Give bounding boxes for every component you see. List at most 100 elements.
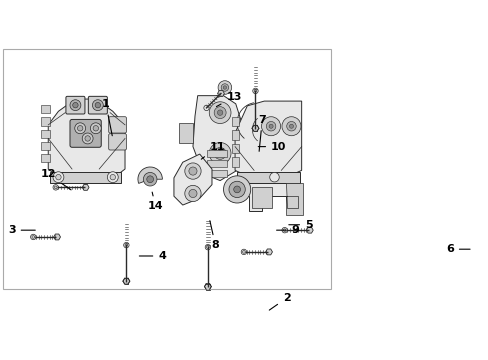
Polygon shape [265, 249, 272, 255]
Circle shape [268, 124, 273, 128]
Text: 1: 1 [102, 99, 112, 136]
Polygon shape [204, 284, 211, 289]
Polygon shape [193, 96, 244, 181]
Polygon shape [174, 154, 212, 205]
Text: 5: 5 [288, 220, 312, 230]
Text: 4: 4 [139, 251, 166, 261]
Bar [41, 130, 49, 138]
Circle shape [233, 186, 240, 193]
Bar [50, 172, 121, 183]
Text: 11: 11 [201, 142, 224, 159]
Circle shape [223, 176, 250, 203]
Text: 8: 8 [209, 221, 219, 250]
Bar [232, 144, 239, 153]
Circle shape [70, 100, 81, 111]
Circle shape [286, 121, 296, 131]
Circle shape [283, 229, 285, 231]
Text: 12: 12 [41, 170, 71, 190]
Circle shape [205, 244, 210, 250]
Circle shape [282, 228, 287, 233]
Polygon shape [306, 227, 313, 233]
FancyBboxPatch shape [108, 117, 126, 133]
Circle shape [228, 181, 245, 198]
Bar [206, 170, 226, 177]
Circle shape [209, 102, 230, 123]
Circle shape [241, 249, 246, 255]
Bar [251, 187, 272, 208]
Text: 2: 2 [269, 293, 290, 310]
Circle shape [110, 175, 115, 180]
Bar [41, 142, 49, 150]
Polygon shape [228, 183, 298, 211]
Polygon shape [48, 99, 125, 176]
Text: 9: 9 [276, 225, 299, 235]
Circle shape [93, 126, 98, 131]
Circle shape [223, 86, 226, 89]
FancyBboxPatch shape [66, 96, 85, 114]
Circle shape [252, 88, 258, 94]
Polygon shape [251, 125, 258, 131]
Circle shape [217, 151, 223, 156]
Circle shape [146, 176, 153, 183]
Circle shape [206, 246, 209, 248]
Circle shape [221, 84, 228, 91]
Bar [232, 157, 239, 167]
Text: 10: 10 [258, 141, 286, 152]
Circle shape [125, 244, 127, 247]
Bar [232, 130, 239, 140]
Text: 13: 13 [216, 92, 241, 107]
Circle shape [254, 90, 256, 92]
Circle shape [123, 242, 129, 248]
Circle shape [203, 105, 209, 111]
Text: 7: 7 [258, 115, 265, 151]
Bar [41, 117, 49, 126]
Circle shape [75, 123, 85, 134]
Circle shape [242, 251, 245, 253]
Circle shape [95, 103, 101, 108]
Circle shape [56, 175, 61, 180]
Circle shape [54, 186, 57, 189]
FancyBboxPatch shape [88, 96, 107, 114]
Circle shape [209, 143, 230, 164]
Circle shape [53, 172, 64, 183]
Circle shape [214, 107, 225, 119]
Bar [206, 160, 226, 167]
Polygon shape [235, 101, 301, 176]
Text: 14: 14 [147, 192, 163, 211]
Circle shape [73, 103, 78, 108]
Circle shape [218, 81, 231, 94]
Bar [232, 117, 239, 126]
Circle shape [289, 124, 293, 128]
Circle shape [85, 136, 90, 141]
Circle shape [282, 117, 301, 136]
Circle shape [266, 121, 275, 131]
Circle shape [214, 148, 225, 159]
Circle shape [184, 185, 201, 202]
Circle shape [32, 235, 35, 238]
Circle shape [269, 172, 279, 182]
Polygon shape [122, 278, 129, 284]
Circle shape [31, 234, 36, 240]
Polygon shape [179, 123, 193, 143]
Circle shape [77, 126, 83, 131]
Circle shape [261, 117, 280, 136]
Circle shape [143, 172, 157, 186]
Text: 6: 6 [445, 244, 469, 254]
Circle shape [107, 172, 118, 183]
Wedge shape [138, 167, 162, 183]
FancyBboxPatch shape [70, 120, 101, 147]
Circle shape [53, 185, 59, 190]
Circle shape [184, 163, 201, 179]
Circle shape [217, 110, 223, 115]
Bar [237, 172, 299, 183]
Polygon shape [82, 184, 89, 190]
Bar [41, 105, 49, 113]
Polygon shape [54, 234, 61, 240]
Circle shape [188, 189, 197, 198]
Circle shape [90, 123, 101, 134]
FancyBboxPatch shape [108, 134, 126, 150]
Bar [41, 154, 49, 162]
Polygon shape [217, 90, 224, 96]
Circle shape [82, 133, 93, 144]
Bar [206, 150, 226, 157]
